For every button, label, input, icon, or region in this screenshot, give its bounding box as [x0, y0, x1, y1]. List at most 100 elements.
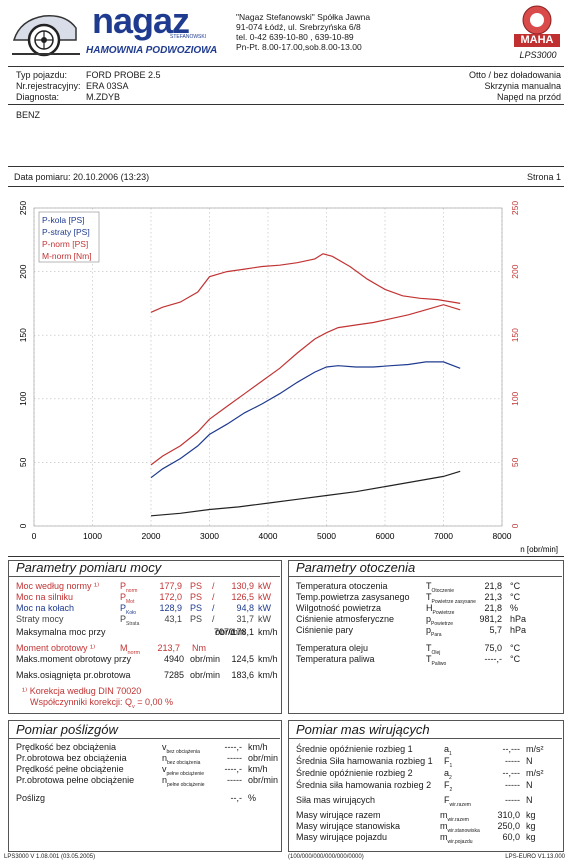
- company-name: "Nagaz Stefanowski" Spółka Jawna: [236, 12, 371, 22]
- slip-label: Poślizg: [16, 793, 46, 803]
- mass-total-symbol: mwir.stanowiska: [440, 821, 480, 834]
- ambient-row-symbol: pPara: [426, 625, 442, 638]
- power-row-symbol: PKoło: [120, 603, 137, 616]
- max-speed-rpm: 7285: [164, 670, 185, 680]
- max-power-speed-unit: km/h: [258, 627, 278, 637]
- power-row-kw: 126,5: [231, 592, 254, 602]
- x-tick-label: 4000: [259, 531, 278, 541]
- legend-m-norm: M-norm [Nm]: [42, 251, 92, 261]
- plot-frame: [33, 207, 503, 527]
- ambient-panel: [288, 560, 564, 714]
- mass-row-label: Średnie opóźnienie rozbieg 2: [296, 768, 413, 778]
- max-torque-label: Maks.moment obrotowy przy: [16, 654, 132, 664]
- ambient-row-symbol: TOtoczenie: [426, 581, 455, 594]
- mass-row-label: Średnie opóźnienie rozbieg 1: [296, 744, 413, 754]
- y-right-tick-label: 100: [510, 391, 520, 405]
- y-left-tick-label: 100: [18, 391, 28, 405]
- ambient-row-symbol: TPowietrze zasysane: [426, 592, 476, 605]
- mass-total-value: 60,0: [502, 832, 520, 842]
- legend-p-norm: P-norm [PS]: [42, 239, 88, 249]
- max-torque-speed: 124,5: [231, 654, 254, 664]
- slip-row-value: -----: [227, 775, 242, 785]
- car-logo: [10, 6, 82, 60]
- gearbox-type: Skrzynia manualna: [484, 81, 561, 91]
- ambient-row-label: Ciśnienie atmosferyczne: [296, 614, 395, 624]
- power-row-kw: 94,8: [236, 603, 254, 613]
- power-params-title: Parametry pomiaru mocy: [16, 560, 162, 575]
- diag-label: Diagnosta:: [16, 92, 60, 102]
- power-row-sep: /: [212, 614, 215, 624]
- y-left-tick-label: 250: [18, 201, 28, 215]
- power-row-label: Moc na silniku: [16, 592, 74, 602]
- torque-unit: Nm: [192, 643, 206, 653]
- vehicle-type-value: FORD PROBE 2.5: [86, 70, 161, 80]
- power-row-label: Straty mocy: [16, 614, 64, 624]
- ambient-row-symbol: HPowietrze: [426, 603, 455, 616]
- mass-total-unit: kg: [526, 821, 536, 831]
- slip-row-label: Prędkość bez obciążenia: [16, 742, 117, 752]
- x-tick-label: 0: [32, 531, 37, 541]
- drive-type: Napęd na przód: [496, 92, 561, 102]
- correction-factor: Współczynniki korekcji: Qv = 0,00 %: [30, 697, 174, 710]
- force-label: Siła mas wirujących: [296, 795, 376, 805]
- power-row-kw: 31,7: [236, 614, 254, 624]
- footer-version: LPS3000 V 1.08.001 (03.05.2005): [4, 854, 96, 860]
- power-row-ps: 172,0: [159, 592, 182, 602]
- ambient-row-value: 5,7: [489, 625, 502, 635]
- slip-value: --,-: [230, 793, 243, 803]
- brand-name: nagaz: [92, 0, 190, 41]
- ambient-row-label: Temperatura otoczenia: [296, 581, 388, 591]
- max-speed-speed: 183,6: [231, 670, 254, 680]
- y-right-tick-label: 50: [510, 457, 520, 467]
- power-row-sep: /: [212, 603, 215, 613]
- maha-logo: MAHA LPS3000: [510, 4, 564, 64]
- ambient-row-value: 21,3: [484, 592, 502, 602]
- x-tick-label: 2000: [142, 531, 161, 541]
- force-value: -----: [505, 795, 520, 805]
- fuel-type: BENZ: [16, 110, 41, 120]
- power-row-sep: /: [212, 592, 215, 602]
- y-right-tick-label: 250: [510, 201, 520, 215]
- company-info: "Nagaz Stefanowski" Spółka Jawna 91-074 …: [236, 12, 370, 52]
- ambient-row-unit: °C: [510, 592, 521, 602]
- power-row-label: Moc według normy ¹⁾: [16, 581, 100, 591]
- slip-row-label: Pr.obrotowa pełne obciążenie: [16, 775, 135, 785]
- mass-row-label: Średnia siła hamowania rozbieg 2: [296, 780, 432, 790]
- power-row-label: Moc na kołach: [16, 603, 75, 613]
- slip-row-value: -----: [227, 753, 242, 763]
- power-row-ps-unit: PS: [190, 592, 203, 602]
- company-phone: tel. 0-42 639-10-80 , 639-10-89: [236, 32, 354, 42]
- power-row-ps: 128,9: [159, 603, 182, 613]
- y-left-tick-label: 0: [18, 523, 28, 528]
- slip-row-symbol: vbez obciążenia: [162, 742, 200, 755]
- measure-date: Data pomiaru: 20.10.2006 (13:23): [14, 172, 150, 182]
- ambient-row-label: Temperatura paliwa: [296, 654, 375, 664]
- slip-row-unit: km/h: [248, 764, 268, 774]
- mass-row-symbol: F2: [444, 780, 453, 793]
- power-row-ps: 43,1: [164, 614, 182, 624]
- ambient-row-value: 981,2: [479, 614, 502, 624]
- footer-euro: LPS-EURO V1.13.000: [505, 854, 565, 860]
- max-torque-rpm: 4940: [164, 654, 185, 664]
- mass-row-value: --,---: [502, 768, 521, 778]
- torque-symbol: Mnorm: [120, 643, 141, 656]
- slip-title: Pomiar poślizgów: [16, 722, 118, 737]
- max-torque-rpm-unit: obr/min: [190, 654, 221, 664]
- vehicle-type-label: Typ pojazdu:: [16, 70, 68, 80]
- y-right-tick-label: 200: [510, 264, 520, 278]
- mass-row-symbol: a1: [444, 744, 452, 757]
- slip-row-symbol: nbez obciążenia: [162, 753, 201, 766]
- company-address: 91-074 Łódź, ul. Srebrzyńska 6/8: [236, 22, 361, 32]
- mass-row-value: -----: [505, 780, 520, 790]
- p-norm-line: [150, 304, 461, 466]
- p-straty-line: [150, 470, 461, 517]
- x-tick-label: 3000: [200, 531, 219, 541]
- max-torque-speed-unit: km/h: [258, 654, 278, 664]
- y-right-tick-label: 0: [510, 523, 520, 528]
- ambient-row-unit: °C: [510, 581, 521, 591]
- slip-row-value: ----,-: [224, 742, 243, 752]
- brand-tagline: HAMOWNIA PODWOZIOWA: [86, 45, 218, 56]
- ambient-row-value: 21,8: [484, 581, 502, 591]
- power-row-kw-unit: kW: [258, 581, 271, 591]
- m-norm-line: [150, 253, 461, 313]
